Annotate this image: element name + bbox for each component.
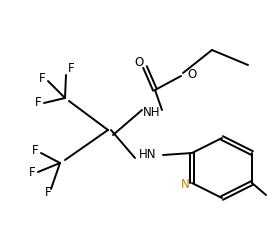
Text: O: O — [134, 55, 144, 69]
Text: HN: HN — [139, 148, 157, 161]
Text: F: F — [29, 165, 35, 178]
Text: F: F — [45, 185, 51, 198]
Text: N: N — [180, 178, 189, 192]
Text: F: F — [35, 96, 41, 109]
Text: F: F — [68, 62, 74, 76]
Text: NH: NH — [143, 106, 161, 119]
Text: O: O — [187, 67, 196, 81]
Text: F: F — [32, 143, 38, 156]
Text: F: F — [39, 72, 45, 84]
